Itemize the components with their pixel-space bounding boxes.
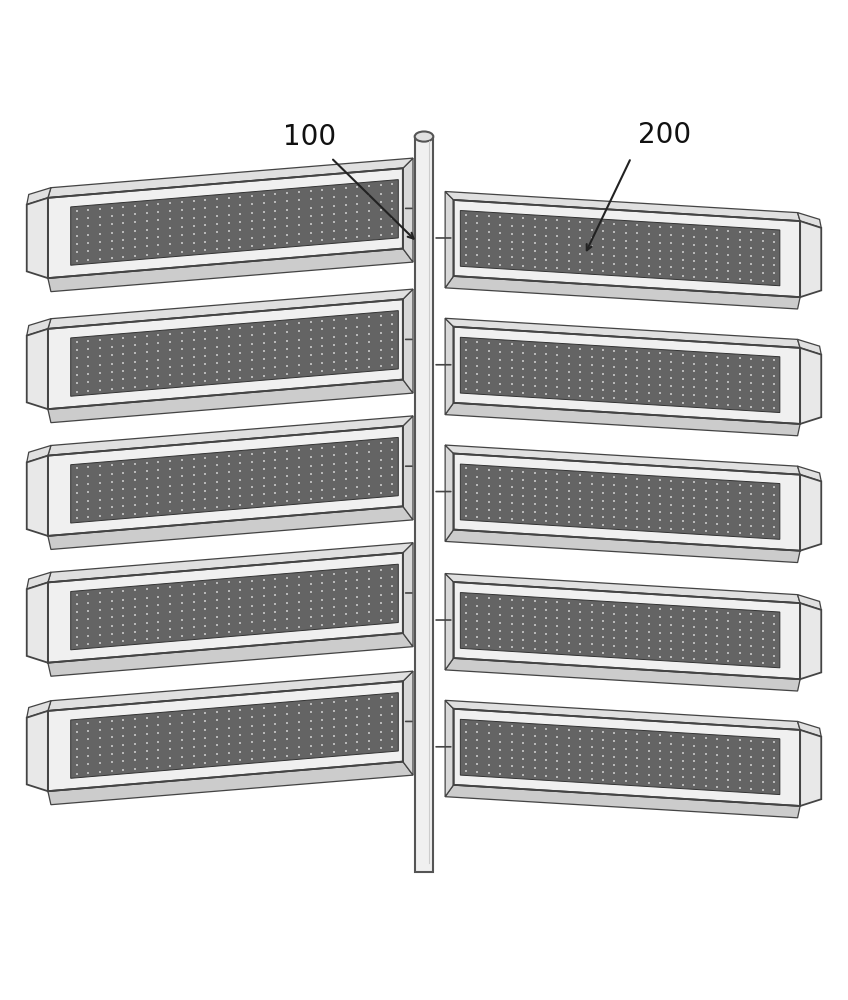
Polygon shape bbox=[47, 168, 403, 278]
Polygon shape bbox=[403, 158, 413, 262]
Polygon shape bbox=[798, 339, 821, 355]
Polygon shape bbox=[460, 593, 780, 668]
Polygon shape bbox=[27, 711, 47, 791]
Ellipse shape bbox=[415, 131, 433, 142]
Polygon shape bbox=[47, 380, 413, 423]
Polygon shape bbox=[70, 437, 399, 523]
Polygon shape bbox=[47, 543, 413, 582]
Polygon shape bbox=[403, 543, 413, 647]
Polygon shape bbox=[445, 574, 801, 603]
Text: 100: 100 bbox=[283, 123, 337, 151]
Polygon shape bbox=[27, 456, 47, 536]
Polygon shape bbox=[445, 191, 801, 221]
Polygon shape bbox=[47, 681, 403, 791]
Polygon shape bbox=[445, 445, 801, 475]
Polygon shape bbox=[27, 572, 51, 589]
Polygon shape bbox=[47, 553, 403, 663]
Polygon shape bbox=[47, 633, 413, 676]
Polygon shape bbox=[454, 327, 801, 424]
Polygon shape bbox=[47, 158, 413, 198]
Polygon shape bbox=[445, 445, 454, 541]
Polygon shape bbox=[445, 700, 454, 797]
Polygon shape bbox=[27, 329, 47, 409]
Polygon shape bbox=[27, 445, 51, 462]
Polygon shape bbox=[454, 454, 801, 551]
Polygon shape bbox=[445, 318, 454, 415]
Polygon shape bbox=[445, 574, 454, 670]
Polygon shape bbox=[27, 582, 47, 663]
Polygon shape bbox=[445, 191, 454, 288]
Polygon shape bbox=[454, 200, 801, 297]
Polygon shape bbox=[403, 671, 413, 775]
Polygon shape bbox=[454, 582, 801, 679]
Polygon shape bbox=[460, 337, 780, 413]
Polygon shape bbox=[445, 276, 801, 309]
Polygon shape bbox=[801, 221, 821, 297]
Polygon shape bbox=[70, 693, 399, 778]
Polygon shape bbox=[801, 730, 821, 806]
Polygon shape bbox=[801, 475, 821, 551]
Polygon shape bbox=[415, 137, 433, 872]
Polygon shape bbox=[798, 595, 821, 610]
Polygon shape bbox=[454, 709, 801, 806]
Polygon shape bbox=[403, 289, 413, 393]
Text: 200: 200 bbox=[639, 121, 691, 149]
Polygon shape bbox=[70, 180, 399, 265]
Polygon shape bbox=[798, 213, 821, 228]
Polygon shape bbox=[47, 762, 413, 805]
Polygon shape bbox=[798, 721, 821, 737]
Polygon shape bbox=[27, 188, 51, 205]
Polygon shape bbox=[445, 785, 801, 818]
Polygon shape bbox=[47, 671, 413, 711]
Polygon shape bbox=[47, 299, 403, 409]
Polygon shape bbox=[445, 403, 801, 436]
Polygon shape bbox=[70, 311, 399, 396]
Polygon shape bbox=[460, 719, 780, 795]
Polygon shape bbox=[47, 289, 413, 329]
Polygon shape bbox=[445, 530, 801, 563]
Polygon shape bbox=[47, 506, 413, 549]
Polygon shape bbox=[27, 319, 51, 336]
Polygon shape bbox=[460, 211, 780, 286]
Polygon shape bbox=[27, 198, 47, 278]
Polygon shape bbox=[801, 603, 821, 679]
Polygon shape bbox=[460, 464, 780, 539]
Polygon shape bbox=[445, 700, 801, 730]
Polygon shape bbox=[403, 416, 413, 520]
Polygon shape bbox=[47, 426, 403, 536]
Polygon shape bbox=[445, 318, 801, 348]
Polygon shape bbox=[798, 466, 821, 481]
Polygon shape bbox=[70, 564, 399, 650]
Polygon shape bbox=[801, 348, 821, 424]
Polygon shape bbox=[27, 701, 51, 718]
Polygon shape bbox=[445, 658, 801, 691]
Polygon shape bbox=[47, 249, 413, 292]
Polygon shape bbox=[47, 416, 413, 456]
